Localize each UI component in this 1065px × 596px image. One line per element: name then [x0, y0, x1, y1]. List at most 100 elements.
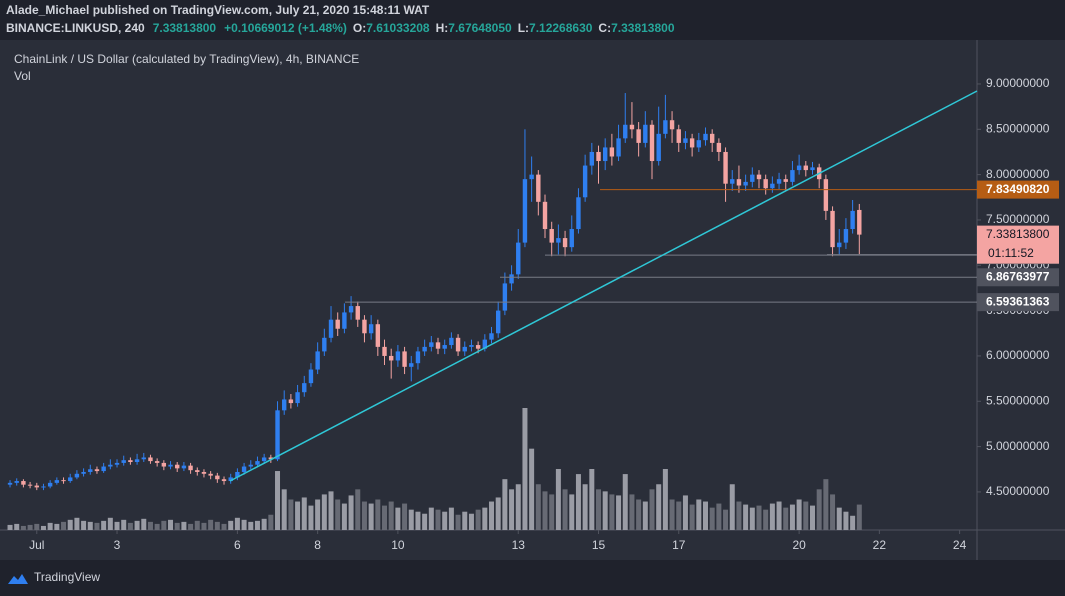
- candle-body: [522, 179, 528, 243]
- candle-body: [422, 346, 427, 352]
- volume-bar: [616, 495, 622, 530]
- volume-bar: [168, 519, 174, 530]
- volume-bar: [789, 504, 795, 530]
- volume-bar: [823, 479, 829, 530]
- volume-bar: [288, 499, 294, 530]
- volume-bar: [402, 503, 408, 530]
- volume-bar: [796, 499, 802, 530]
- candle-body: [81, 471, 86, 474]
- candle-body: [609, 147, 615, 157]
- volume-bar: [736, 501, 742, 530]
- candle-body: [255, 461, 260, 465]
- candle-body: [602, 147, 608, 162]
- volume-bar: [729, 484, 735, 530]
- volume-bar: [428, 507, 434, 530]
- chart-title: ChainLink / US Dollar (calculated by Tra…: [14, 52, 359, 66]
- volume-bar: [575, 474, 581, 530]
- volume-bar: [582, 484, 588, 530]
- candle-body: [21, 481, 26, 485]
- volume-bar: [308, 505, 314, 530]
- x-tick-label: 10: [391, 538, 405, 552]
- candle-body: [402, 351, 407, 367]
- publisher: Alade_Michael published on TradingView.c…: [6, 3, 430, 17]
- candle-body: [268, 457, 274, 460]
- candle-body: [68, 477, 73, 482]
- volume-bar: [368, 503, 374, 530]
- candle-body: [368, 324, 374, 334]
- volume-label: Vol: [14, 69, 31, 83]
- volume-bar: [455, 514, 461, 530]
- candle-body: [88, 469, 93, 472]
- ohlc-value: 7.33813800: [611, 21, 675, 35]
- candle-body: [489, 333, 494, 340]
- y-tick-label: 6.00000000: [986, 348, 1050, 362]
- y-tick-label: 4.50000000: [986, 484, 1050, 498]
- volume-bar: [622, 474, 628, 530]
- candle-body: [154, 461, 160, 463]
- volume-bar: [709, 507, 715, 530]
- volume-bar: [154, 523, 160, 530]
- volume-bar: [535, 484, 541, 530]
- volume-bar: [7, 524, 13, 530]
- candle-body: [616, 138, 621, 157]
- volume-bar: [208, 519, 214, 530]
- volume-bar: [596, 489, 602, 530]
- candle-body: [475, 345, 481, 349]
- candle-body: [181, 465, 187, 469]
- volume-bar: [141, 518, 147, 530]
- candle-body: [830, 210, 835, 248]
- volume-bar: [803, 501, 809, 530]
- x-tick-label: 17: [672, 538, 686, 552]
- candle-body: [502, 283, 508, 311]
- volume-bar: [388, 501, 394, 530]
- volume-bar: [448, 507, 454, 530]
- volume-bar: [776, 501, 782, 530]
- x-tick-label: 8: [314, 538, 321, 552]
- candle-body: [656, 133, 661, 162]
- volume-bar: [542, 491, 548, 530]
- volume-bar: [442, 511, 448, 530]
- candle-body: [342, 312, 347, 329]
- candle-body: [636, 129, 641, 143]
- volume-bar: [569, 494, 575, 530]
- volume-bar: [161, 520, 167, 530]
- candle-body: [261, 457, 267, 462]
- candle-body: [295, 392, 300, 404]
- volume-bar: [475, 509, 481, 530]
- volume-bar: [656, 484, 662, 530]
- y-tick-label: 5.50000000: [986, 393, 1050, 407]
- volume-bar: [315, 499, 321, 530]
- candle-body: [134, 459, 140, 463]
- candle-body: [188, 465, 193, 471]
- volume-bar: [382, 505, 388, 530]
- candle-body: [382, 346, 387, 356]
- volume-bar: [649, 489, 655, 530]
- candle-body: [362, 319, 367, 334]
- volume-bar: [194, 520, 200, 530]
- candle-body: [141, 457, 146, 460]
- candle-body: [389, 355, 394, 361]
- y-tick-label: 8.00000000: [986, 167, 1050, 181]
- candle-body: [322, 337, 327, 352]
- candle-body: [449, 337, 454, 346]
- volume-bar: [515, 484, 521, 530]
- candle-body: [208, 473, 213, 476]
- price: 7.33813800: [153, 21, 217, 35]
- candle-body: [837, 242, 842, 248]
- trend-line: [229, 90, 978, 482]
- candle-body: [348, 306, 354, 313]
- volume-bar: [61, 521, 67, 530]
- volume-bar: [495, 497, 501, 530]
- price-label: 7.83490820: [986, 182, 1050, 196]
- candle-body: [803, 165, 809, 171]
- x-tick-label: 22: [873, 538, 887, 552]
- candle-body: [168, 464, 173, 467]
- plot: [7, 93, 977, 530]
- candle-body: [736, 179, 742, 186]
- volume-bar: [843, 511, 849, 530]
- y-tick-label: 8.50000000: [986, 121, 1050, 135]
- volume-bar: [509, 489, 515, 530]
- candle-body: [529, 174, 534, 180]
- candle-body: [850, 210, 855, 230]
- volume-bar: [275, 471, 281, 530]
